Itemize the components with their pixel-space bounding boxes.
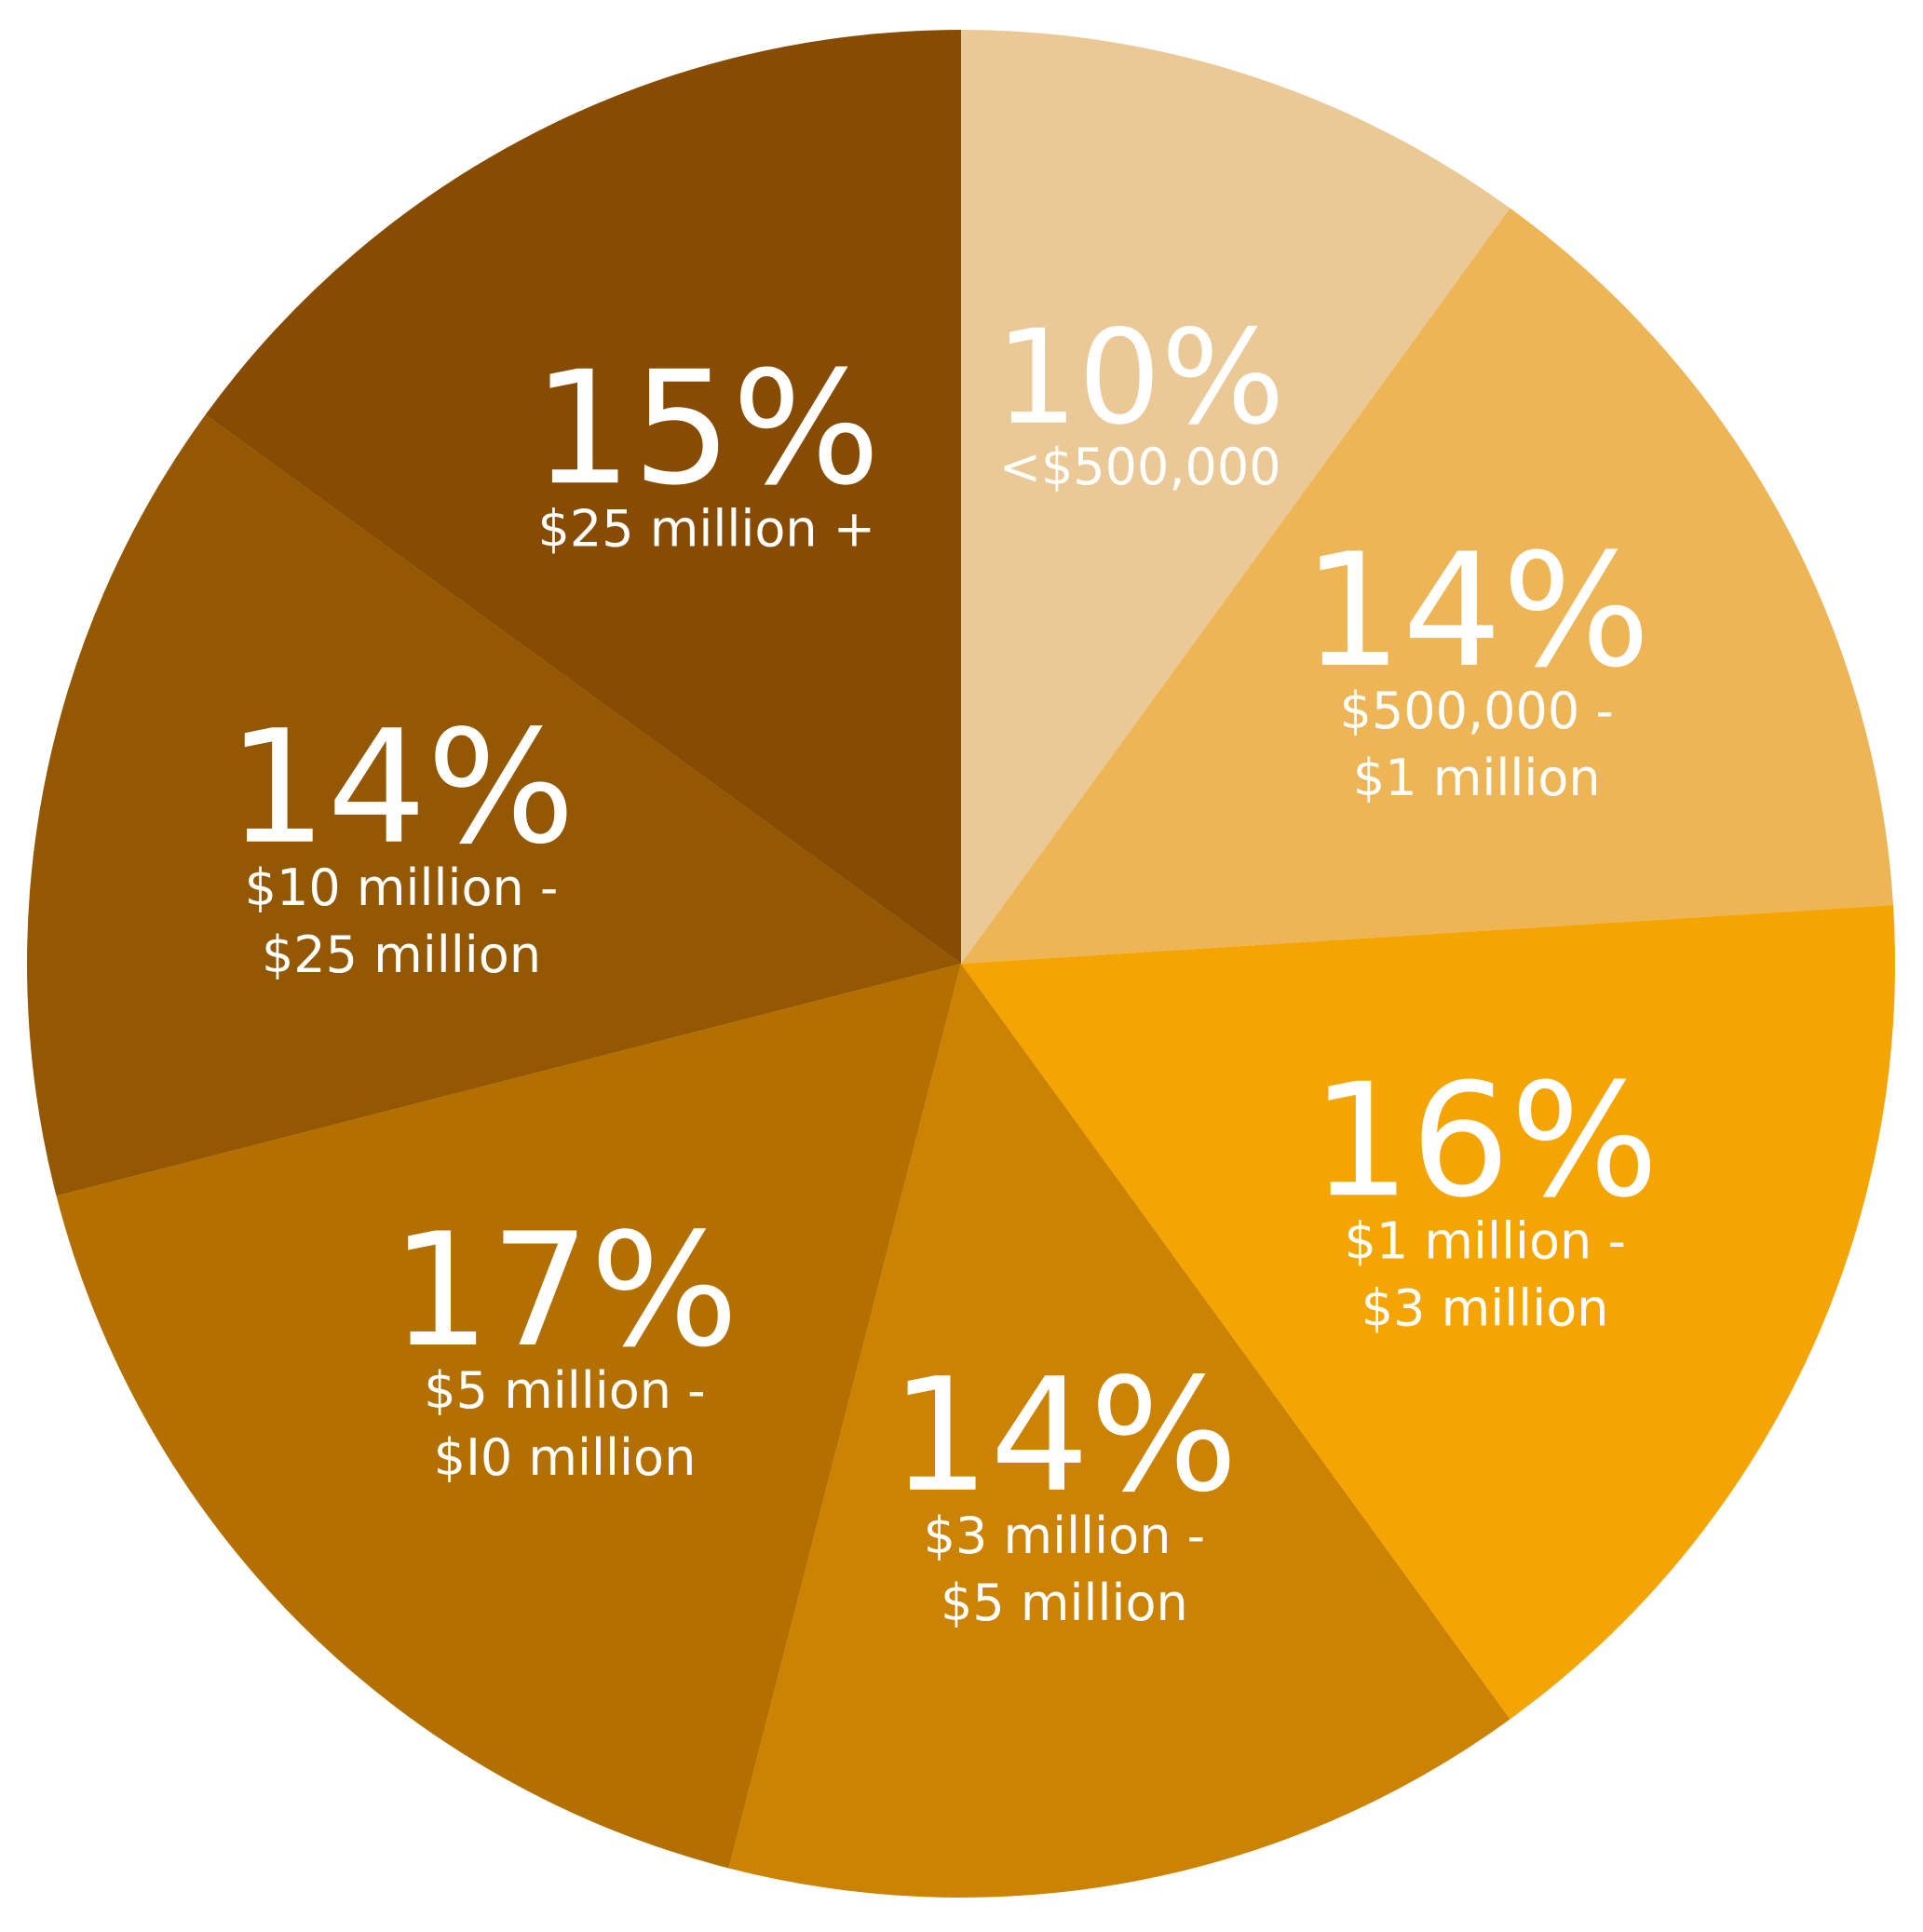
pie-slice bbox=[961, 208, 1894, 964]
slice-category-label: $I0 million bbox=[434, 1428, 697, 1487]
slice-category-label: $3 million - bbox=[924, 1506, 1205, 1565]
slice-percent-label: 14% bbox=[890, 1344, 1238, 1527]
slice-percent-label: 14% bbox=[1303, 520, 1650, 702]
pie-slices bbox=[27, 30, 1895, 1898]
slice-category-label: <$500,000 bbox=[999, 438, 1281, 496]
slice-percent-label: 16% bbox=[1311, 1049, 1659, 1232]
slice-percent-label: 10% bbox=[995, 303, 1285, 454]
pie-slice bbox=[205, 30, 961, 964]
slice-percent-label: 14% bbox=[227, 696, 575, 879]
slice-category-label: $1 million bbox=[1353, 749, 1601, 807]
slice-category-label: $25 million bbox=[262, 925, 541, 984]
slice-category-label: $10 million - bbox=[245, 858, 559, 917]
slice-category-label: $5 million bbox=[941, 1574, 1188, 1632]
slice-percent-label: 17% bbox=[391, 1199, 738, 1382]
slice-category-label: $3 million bbox=[1361, 1278, 1609, 1337]
pie-slice bbox=[961, 905, 1895, 1720]
slice-category-label: $1 million - bbox=[1344, 1211, 1625, 1270]
pie-slice bbox=[728, 964, 1510, 1898]
pie-slice bbox=[961, 30, 1510, 964]
pie-slice bbox=[27, 414, 961, 1196]
slice-category-label: $25 million + bbox=[538, 499, 876, 558]
slice-category-label: $5 million - bbox=[424, 1361, 705, 1420]
slice-percent-label: 15% bbox=[533, 337, 880, 520]
pie-slice bbox=[56, 964, 961, 1869]
slice-category-label: $500,000 - bbox=[1340, 682, 1614, 740]
